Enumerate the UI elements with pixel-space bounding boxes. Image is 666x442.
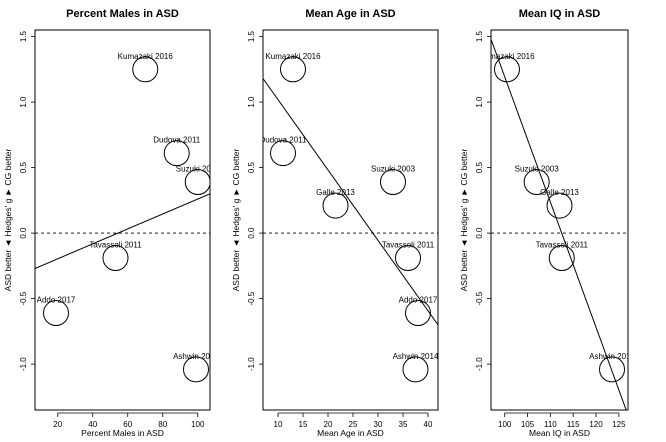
y-tick-label: 0.5 bbox=[247, 161, 256, 173]
y-tick-label: -0.5 bbox=[247, 291, 256, 305]
x-tick-label: 110 bbox=[544, 420, 557, 429]
x-axis-label: Percent Males in ASD bbox=[81, 428, 164, 438]
x-axis-label: Mean IQ in ASD bbox=[529, 428, 590, 438]
panel-title: Mean IQ in ASD bbox=[519, 8, 601, 20]
y-tick-label: -0.5 bbox=[475, 291, 484, 305]
x-tick-label: 125 bbox=[612, 420, 626, 429]
regression-line bbox=[35, 193, 210, 269]
study-label: Ashwin 2014 bbox=[173, 352, 219, 361]
study-point bbox=[132, 56, 159, 83]
x-tick-label: 25 bbox=[349, 420, 358, 429]
study-label: Addo 2017 bbox=[399, 296, 438, 305]
plot-area: Kumazaki 2016 Dudova 2011 Suzuki 2003 Tavas… bbox=[35, 52, 221, 383]
y-tick-label: 1.0 bbox=[475, 96, 484, 108]
y-tick-label: 1.5 bbox=[19, 30, 28, 42]
x-tick-label: 40 bbox=[88, 420, 97, 429]
study-label: Ashwin 2014 bbox=[393, 352, 439, 361]
x-tick-label: 60 bbox=[123, 420, 132, 429]
x-tick-label: 115 bbox=[567, 420, 580, 429]
y-tick-label: 0.5 bbox=[19, 161, 28, 173]
study-point bbox=[102, 245, 129, 271]
study-label: Kumazaki 2016 bbox=[265, 52, 321, 61]
y-tick-label: -0.5 bbox=[19, 291, 28, 305]
x-tick-label: 80 bbox=[158, 420, 167, 429]
study-label: Suzuki 2003 bbox=[176, 165, 221, 174]
study-label: Suzuki 2003 bbox=[371, 165, 416, 174]
x-tick-label: 120 bbox=[589, 420, 603, 429]
study-point bbox=[322, 192, 349, 219]
study-label: Ashwin 2014 bbox=[589, 352, 635, 361]
study-point bbox=[183, 356, 209, 383]
panel-title: Percent Males in ASD bbox=[66, 8, 179, 20]
plot-frame bbox=[34, 29, 211, 411]
x-axis-label: Mean Age in ASD bbox=[317, 428, 384, 438]
study-point bbox=[270, 140, 296, 167]
y-tick-label: 1.5 bbox=[475, 30, 484, 42]
x-tick-label: 10 bbox=[274, 420, 283, 429]
y-tick-label: -1.0 bbox=[19, 357, 28, 371]
regression-line bbox=[491, 39, 627, 410]
study-label: Suzuki 2003 bbox=[515, 165, 560, 174]
y-tick-label: 0.0 bbox=[475, 227, 484, 239]
study-label: Dudova 2011 bbox=[153, 136, 201, 145]
study-label: Kumazaki 2016 bbox=[118, 52, 174, 61]
study-label: Addo 2017 bbox=[37, 296, 76, 305]
study-point bbox=[402, 356, 429, 383]
plot-frame bbox=[490, 29, 629, 411]
x-tick-label: 30 bbox=[374, 420, 383, 429]
study-point bbox=[43, 300, 69, 327]
x-tick-label: 105 bbox=[521, 420, 535, 429]
study-point bbox=[280, 56, 306, 83]
study-label: Galle 2013 bbox=[540, 188, 579, 197]
study-point bbox=[395, 245, 421, 271]
y-axis-label: ASD better ◄ Hedges' g ► CG better bbox=[459, 148, 469, 291]
y-tick-label: -1.0 bbox=[475, 357, 484, 371]
study-label: Tavassoli 2011 bbox=[382, 241, 435, 250]
study-point bbox=[380, 169, 406, 195]
x-tick-label: 20 bbox=[53, 420, 62, 429]
panel-2: Mean Age in ASD -1.0 -0.5 0.0 0.5 1.0 1.5 ASD b… bbox=[231, 8, 439, 438]
study-point bbox=[163, 140, 190, 167]
panel-1: Percent Males in ASD -1.0 -0.5 0.0 0.5 1.0 1.5… bbox=[3, 8, 221, 438]
plot-frame bbox=[262, 29, 439, 411]
regression-line bbox=[263, 78, 438, 326]
x-tick-label: 40 bbox=[424, 420, 433, 429]
panel-3: Mean IQ in ASD -1.0 -0.5 0.0 0.5 1.0 1.5 ASD be… bbox=[459, 8, 635, 438]
study-point bbox=[184, 169, 210, 195]
study-label: Tavassoli 2011 bbox=[89, 241, 142, 250]
study-point bbox=[493, 56, 520, 83]
plot-area: Kumazaki 2016 Suzuki 2003 Galle 2013 Tavass… bbox=[479, 39, 635, 410]
study-label: Galle 2013 bbox=[316, 188, 355, 197]
study-point bbox=[599, 356, 626, 383]
study-point bbox=[548, 245, 575, 271]
study-point bbox=[523, 169, 550, 195]
y-tick-label: 0.0 bbox=[247, 227, 256, 239]
panel-title: Mean Age in ASD bbox=[305, 8, 395, 20]
plot-area: Kumazaki 2016 Dudova 2011 Suzuki 2003 Galle… bbox=[260, 52, 439, 383]
y-tick-label: 1.5 bbox=[247, 30, 256, 42]
x-tick-label: 35 bbox=[399, 420, 408, 429]
study-label: Tavassoli 2011 bbox=[536, 241, 589, 250]
x-tick-label: 15 bbox=[299, 420, 308, 429]
x-tick-label: 100 bbox=[191, 420, 205, 429]
study-point bbox=[546, 192, 573, 219]
y-tick-label: -1.0 bbox=[247, 357, 256, 371]
y-axis-label: ASD better ◄ Hedges' g ► CG better bbox=[231, 148, 241, 291]
y-tick-label: 1.0 bbox=[19, 96, 28, 108]
study-label: Kumazaki 2016 bbox=[479, 52, 535, 61]
y-tick-label: 1.0 bbox=[247, 96, 256, 108]
y-tick-label: 0.0 bbox=[19, 227, 28, 239]
study-label: Dudova 2011 bbox=[260, 136, 308, 145]
y-tick-label: 0.5 bbox=[475, 161, 484, 173]
x-tick-label: 20 bbox=[324, 420, 333, 429]
y-axis-label: ASD better ◄ Hedges' g ► CG better bbox=[3, 148, 13, 291]
x-tick-label: 100 bbox=[498, 420, 512, 429]
study-point bbox=[405, 300, 431, 327]
